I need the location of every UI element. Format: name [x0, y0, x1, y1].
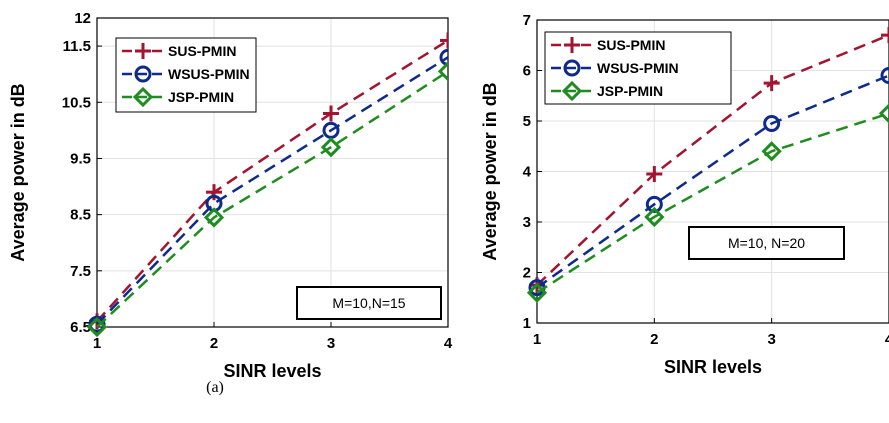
x-tick-label: 4 — [444, 335, 453, 352]
x-axis-label: SINR levels — [664, 357, 762, 377]
series-line-sus-pmin — [536, 33, 889, 287]
x-tick-label: 3 — [327, 335, 335, 352]
x-tick-label: 1 — [533, 331, 541, 348]
y-tick-label: 8.5 — [70, 207, 91, 224]
data-point-wsus-pmin — [880, 67, 889, 85]
x-tick-label: 3 — [767, 331, 775, 348]
series-group — [87, 32, 448, 337]
y-tick-label: 10.5 — [62, 94, 91, 111]
legend-marker-wsus-pmin — [563, 59, 581, 77]
y-tick-label: 6.5 — [70, 319, 91, 336]
annotation-text: M=10,N=15 — [332, 295, 405, 311]
x-tick-label: 2 — [210, 335, 218, 352]
series-group — [527, 27, 889, 303]
data-point-jsp-pmin — [437, 61, 448, 82]
data-point-jsp-pmin — [320, 137, 342, 158]
annotation-text: M=10, N=20 — [728, 235, 805, 251]
y-tick-label: 9.5 — [70, 150, 91, 167]
series-line-wsus-pmin — [96, 56, 448, 326]
figure-caption: (a) — [206, 379, 224, 396]
legend-label: SUS-PMIN — [597, 37, 665, 53]
data-point-jsp-pmin — [203, 207, 225, 228]
y-tick-label: 3 — [523, 214, 531, 231]
chart-2: 1 2 3 4 5 6 7 1 2 3 4 SINR levels Average power in d… — [480, 12, 889, 377]
legend: SUS-PMIN WSUS-PMIN JSP-PMIN — [115, 37, 257, 113]
x-tick-label: 1 — [93, 335, 101, 352]
y-tick-label: 7 — [523, 12, 531, 29]
data-point-wsus-pmin — [439, 48, 448, 66]
legend-marker-jsp-pmin — [132, 86, 154, 108]
annotation-box — [688, 226, 845, 260]
legend-label: JSP-PMIN — [597, 83, 663, 99]
y-tick-label: 11.5 — [63, 38, 91, 55]
y-tick-label: 2 — [523, 265, 531, 282]
legend: SUS-PMIN WSUS-PMIN JSP-PMIN — [544, 31, 732, 105]
y-tick-label: 5 — [523, 113, 531, 130]
data-point-wsus-pmin — [763, 115, 781, 133]
y-tick-label: 1 — [523, 315, 531, 332]
x-axis-label: SINR levels — [223, 361, 321, 381]
data-point-jsp-pmin — [87, 316, 108, 337]
data-point-jsp-pmin — [644, 206, 665, 228]
legend-marker-wsus-pmin — [134, 65, 152, 83]
data-point-wsus-pmin — [645, 195, 663, 213]
series-line-sus-pmin — [96, 39, 448, 323]
series-line-wsus-pmin — [536, 74, 889, 289]
y-tick-label: 6 — [523, 63, 531, 80]
data-point-jsp-pmin — [878, 103, 889, 124]
y-tick-label: 7.5 — [70, 263, 91, 280]
series-line-jsp-pmin — [96, 70, 448, 328]
axes-box — [96, 17, 449, 328]
x-tick-label: 4 — [885, 331, 889, 348]
annotation-box — [296, 286, 442, 320]
legend-label: SUS-PMIN — [168, 43, 236, 59]
y-tick-label: 12 — [74, 10, 91, 27]
legend-label: JSP-PMIN — [168, 89, 234, 105]
x-tick-label: 2 — [650, 331, 658, 348]
y-axis-label: Average power in dB — [480, 82, 500, 260]
data-point-jsp-pmin — [527, 282, 548, 303]
y-axis-label: Average power in dB — [8, 83, 28, 261]
legend-label: WSUS-PMIN — [168, 66, 250, 82]
legend-label: WSUS-PMIN — [597, 60, 679, 76]
data-point-jsp-pmin — [761, 141, 782, 162]
legend-marker-jsp-pmin — [561, 80, 583, 102]
y-tick-label: 4 — [523, 164, 532, 181]
